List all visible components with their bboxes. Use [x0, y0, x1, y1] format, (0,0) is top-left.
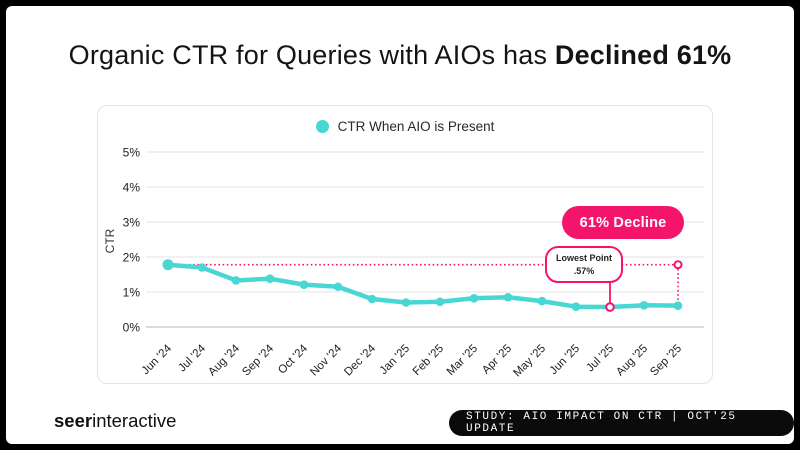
x-tick-label: Jul '24: [176, 342, 208, 374]
legend-label: CTR When AIO is Present: [337, 119, 495, 134]
y-tick-label: 3%: [123, 216, 141, 230]
data-point-marker: [537, 296, 547, 306]
y-tick-label: 0%: [123, 321, 141, 335]
lowest-point-marker: [605, 302, 615, 312]
y-tick-label: 5%: [123, 146, 141, 160]
lowest-point-callout: Lowest Point .57%: [545, 246, 623, 283]
x-tick-label: Oct '24: [276, 342, 310, 376]
x-tick-label: Aug '25: [614, 343, 650, 379]
x-tick-label: Apr '25: [480, 343, 514, 377]
x-tick-label: Jul '25: [584, 343, 616, 375]
data-point-marker: [469, 294, 479, 303]
data-point-marker: [299, 280, 309, 289]
x-tick-label: Sep '25: [648, 343, 684, 379]
x-tick-label: Mar '25: [445, 343, 480, 378]
decline-badge: 61% Decline: [562, 206, 684, 239]
x-tick-label: Dec '24: [342, 342, 378, 378]
page-title-regular: Organic CTR for Queries with AIOs has: [68, 40, 555, 70]
page-title: Organic CTR for Queries with AIOs has De…: [6, 40, 794, 71]
legend-dot-icon: [315, 120, 329, 133]
chart-legend: CTR When AIO is Present: [98, 119, 712, 134]
page-title-bold: Declined 61%: [554, 40, 732, 70]
y-tick-label: 1%: [123, 286, 141, 300]
y-tick-label: 2%: [123, 251, 141, 265]
lowest-point-label: Lowest Point: [556, 253, 612, 264]
data-point-marker: [231, 276, 241, 285]
lowest-point-value: .57%: [573, 265, 595, 276]
x-tick-label: Nov '24: [308, 342, 344, 378]
data-point-marker: [162, 259, 174, 271]
chart-card: 0% 1% 2% 3% 4% 5% CTR Jun '24 Jul '24 Aug '24 Sep …: [97, 105, 713, 384]
data-point-marker: [673, 301, 683, 310]
x-tick-label: May '25: [511, 343, 548, 380]
data-point-marker: [435, 297, 445, 307]
ctr-line: [165, 262, 681, 310]
data-point-marker: [197, 263, 207, 272]
logo-seer: seer: [54, 410, 93, 431]
data-point-marker: [503, 292, 513, 302]
logo-interactive: interactive: [92, 410, 177, 431]
data-point-marker: [265, 274, 275, 283]
study-badge: STUDY: AIO IMPACT ON CTR | OCT'25 UPDATE: [449, 410, 794, 436]
x-tick-label: Jun '24: [140, 342, 175, 377]
y-tick-label: 4%: [123, 181, 141, 195]
slide-background: Organic CTR for Queries with AIOs has De…: [6, 6, 794, 444]
x-tick-label: Feb '25: [411, 343, 446, 378]
data-point-marker: [367, 294, 377, 304]
x-tick-label: Aug '24: [206, 342, 242, 378]
baseline-end-marker: [673, 260, 683, 270]
y-axis-label: CTR: [103, 228, 117, 253]
x-tick-label: Sep '24: [240, 342, 276, 378]
data-point-marker: [333, 282, 343, 292]
data-point-marker: [639, 301, 649, 310]
data-point-marker: [571, 302, 581, 311]
data-point-marker: [401, 298, 411, 307]
seer-interactive-logo: seerinteractive: [54, 410, 176, 432]
x-tick-label: Jan '25: [378, 343, 412, 377]
x-tick-label: Jun '25: [548, 343, 582, 377]
